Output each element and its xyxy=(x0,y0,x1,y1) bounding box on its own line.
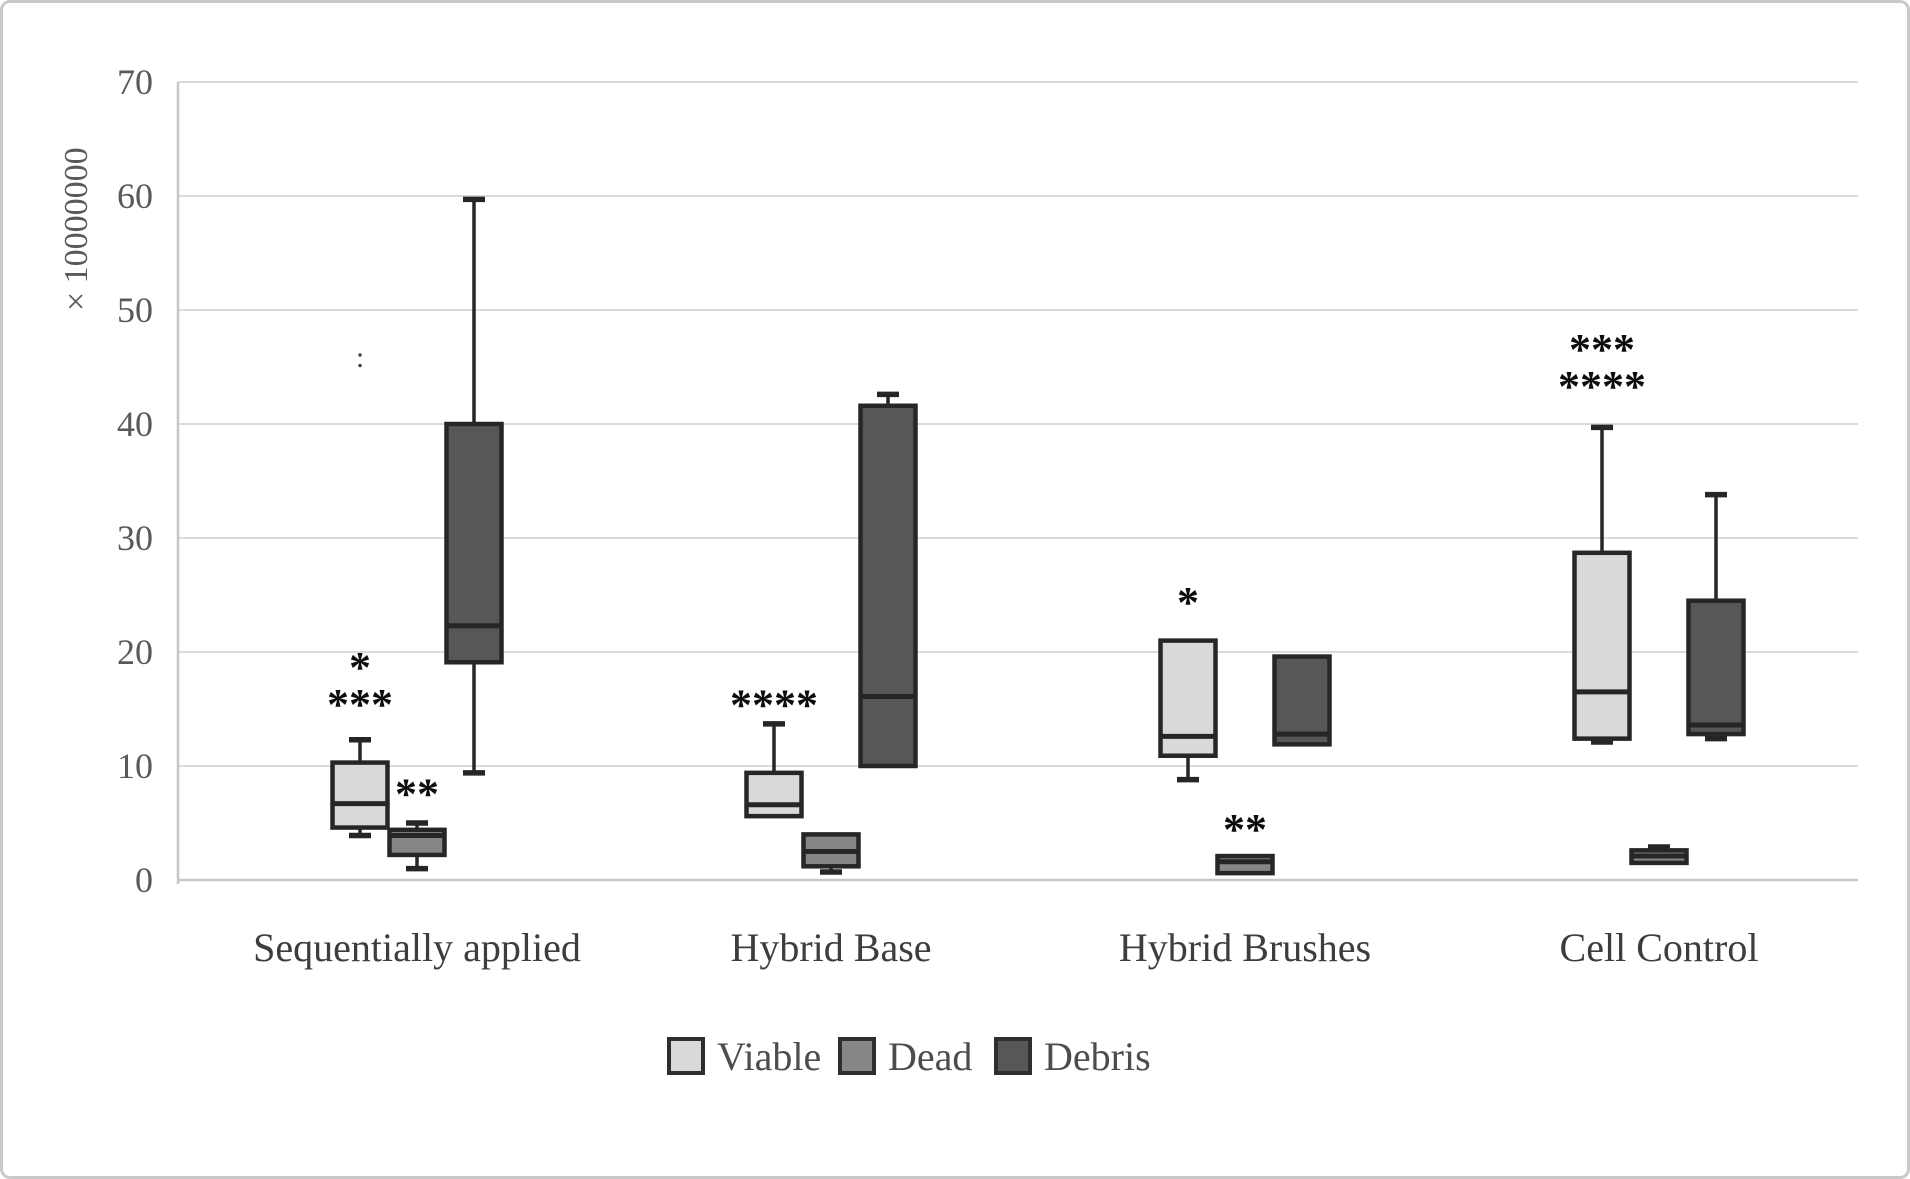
box-viable xyxy=(330,760,390,830)
significance-annotation: **** xyxy=(730,681,818,730)
y-tick-label: 0 xyxy=(135,860,153,900)
box-debris xyxy=(1686,598,1746,737)
significance-annotation: *** xyxy=(1569,325,1635,374)
significance-annotation: ** xyxy=(395,770,439,819)
category-label: Sequentially applied xyxy=(253,925,581,970)
legend-swatch-debris xyxy=(994,1037,1032,1075)
box-dead xyxy=(1215,853,1275,876)
significance-annotation: ** xyxy=(1223,805,1267,854)
legend-swatch-dead xyxy=(838,1037,876,1075)
box-debris xyxy=(858,403,918,769)
y-axis-title: × 10000000 xyxy=(58,147,95,311)
stray-mark: : xyxy=(356,341,364,374)
significance-annotation: * xyxy=(1177,578,1199,627)
significance-annotation: * xyxy=(349,643,371,692)
box-debris xyxy=(444,421,504,665)
y-tick-label: 70 xyxy=(117,62,153,102)
box-viable xyxy=(744,770,804,819)
legend-label-debris: Debris xyxy=(1044,1034,1151,1079)
box-debris xyxy=(1272,654,1332,747)
y-tick-label: 50 xyxy=(117,290,153,330)
significance-annotation: *** xyxy=(327,680,393,729)
legend-label-viable: Viable xyxy=(717,1034,821,1079)
y-tick-label: 20 xyxy=(117,632,153,672)
category-label: Cell Control xyxy=(1560,925,1759,970)
y-tick-label: 60 xyxy=(117,176,153,216)
y-tick-label: 10 xyxy=(117,746,153,786)
significance-annotation: **** xyxy=(1558,362,1646,411)
category-label: Hybrid Brushes xyxy=(1119,925,1371,970)
category-label: Hybrid Base xyxy=(730,925,931,970)
box-viable xyxy=(1572,550,1632,741)
y-tick-label: 30 xyxy=(117,518,153,558)
legend-swatch-viable xyxy=(667,1037,705,1075)
legend-label-dead: Dead xyxy=(888,1034,972,1079)
y-tick-label: 40 xyxy=(117,404,153,444)
